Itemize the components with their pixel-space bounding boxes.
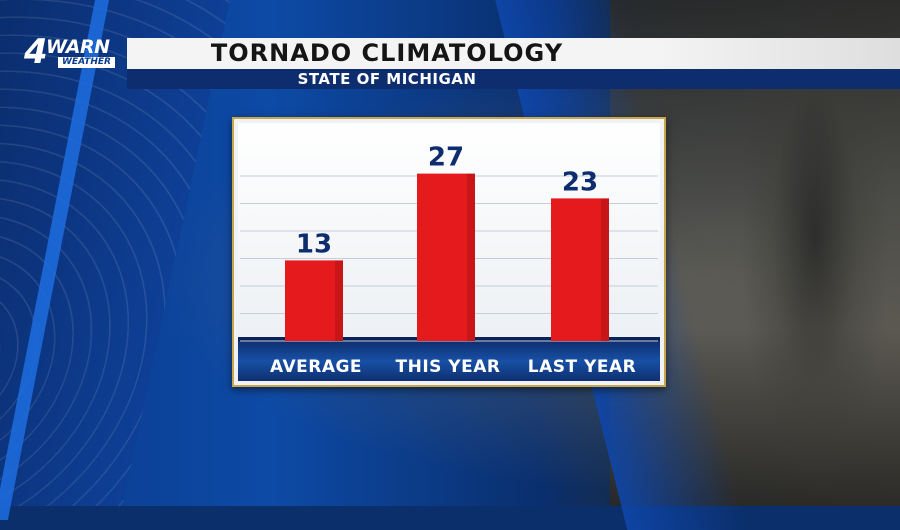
logo-word: WARN — [46, 36, 110, 58]
tornado-funnel-image — [740, 60, 890, 500]
bar-shade — [335, 260, 343, 341]
bar-chart: 13 27 23 — [240, 143, 658, 342]
data-label: 13 — [296, 229, 332, 259]
category-label: AVERAGE — [269, 357, 363, 377]
page-title: TORNADO CLIMATOLOGY — [210, 39, 564, 67]
subtitle-bar — [127, 69, 900, 89]
logo-sub: WEATHER — [58, 57, 115, 68]
bar-last-year — [551, 198, 609, 341]
category-label-strip — [238, 341, 660, 381]
data-label: 27 — [428, 143, 464, 173]
data-label: 23 — [562, 167, 598, 197]
page-subtitle: STATE OF MICHIGAN — [297, 70, 477, 88]
chart-panel: 13 27 23 AVERAGE THIS YEAR LAST YEAR — [232, 117, 666, 387]
bar-this-year — [417, 173, 475, 341]
category-label: THIS YEAR — [395, 357, 501, 377]
bar-shade — [601, 198, 609, 341]
category-label: LAST YEAR — [527, 357, 637, 377]
logo-number: 4 — [24, 32, 48, 72]
bar-average — [285, 260, 343, 341]
bar-shade — [467, 173, 475, 341]
station-logo: 4 WARN WEATHER — [24, 32, 124, 72]
title-bar-shade — [650, 38, 900, 69]
